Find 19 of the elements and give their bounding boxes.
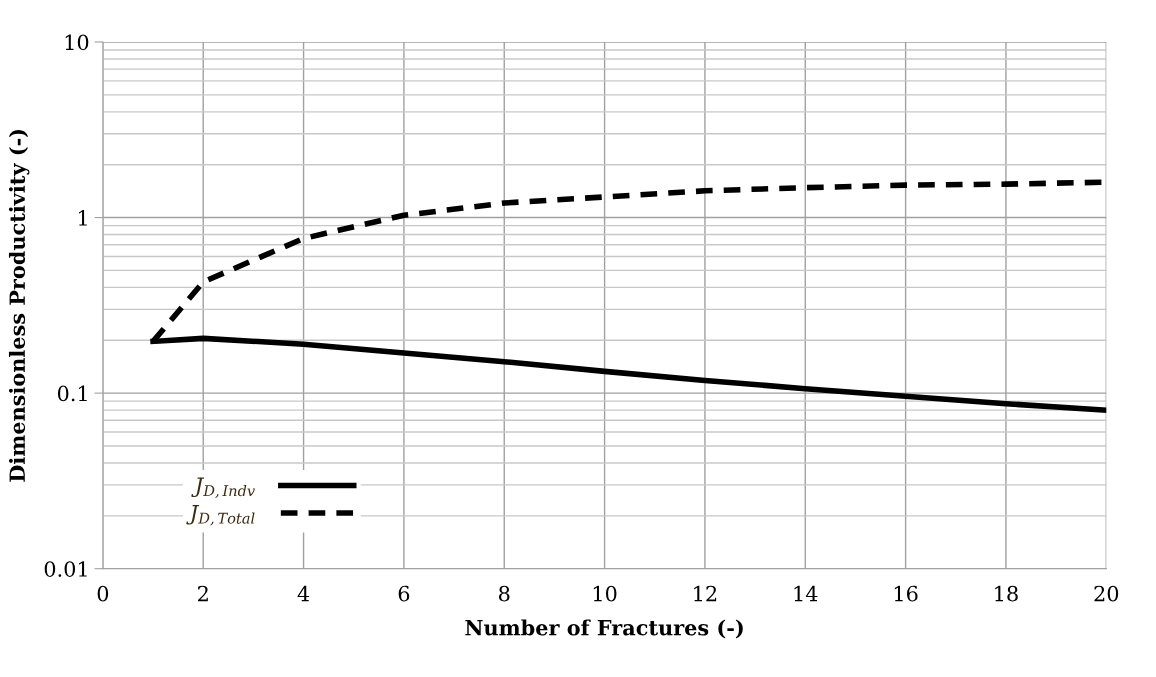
x-tick-label: 12 (694, 585, 717, 602)
x-tick-label: 18 (995, 585, 1018, 602)
y-tick-label: 0.01 (44, 561, 87, 577)
y-tick-label: 1 (78, 210, 87, 226)
x-tick-label: 20 (1094, 585, 1119, 602)
x-tick-label: 16 (894, 585, 918, 602)
x-axis-title: Number of Fractures (-) (465, 619, 743, 639)
x-tick-label: 10 (593, 585, 617, 602)
y-axis-title: Dimensionless Productivity (-) (8, 129, 30, 482)
x-tick-label: 2 (198, 585, 208, 602)
legend-label: J$_{D,Total}$ (186, 505, 255, 526)
x-tick-label: 4 (297, 585, 310, 602)
x-tick-label: 6 (398, 585, 410, 602)
legend-label: J$_{D,Indv}$ (191, 477, 255, 498)
x-tick-label: 0 (97, 585, 109, 602)
x-tick-label: 8 (499, 585, 510, 602)
y-tick-label: 0.1 (57, 385, 87, 402)
y-tick-label: 10 (65, 34, 89, 51)
x-tick-label: 14 (794, 585, 818, 602)
